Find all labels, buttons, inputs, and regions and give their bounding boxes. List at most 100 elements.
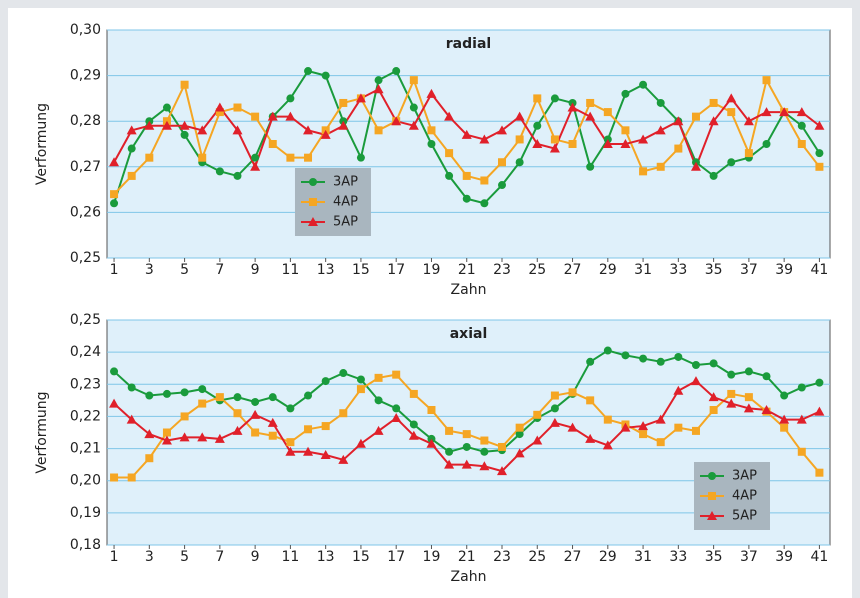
- marker: [497, 466, 508, 476]
- marker: [779, 414, 790, 424]
- marker: [445, 149, 454, 158]
- marker: [445, 426, 454, 435]
- x-tick-label: 27: [564, 262, 582, 278]
- marker: [180, 130, 189, 139]
- marker: [408, 120, 419, 130]
- marker: [110, 190, 119, 199]
- marker: [744, 367, 753, 376]
- marker: [708, 116, 719, 126]
- y-axis-label: Verformung: [34, 103, 50, 185]
- marker: [796, 107, 807, 117]
- x-tick-label: 9: [251, 262, 260, 278]
- marker: [761, 107, 772, 117]
- marker: [409, 103, 418, 112]
- chart-title: radial: [446, 36, 491, 52]
- x-tick-label: 15: [352, 549, 370, 565]
- x-tick-label: 35: [705, 262, 723, 278]
- marker: [215, 393, 224, 402]
- marker: [110, 199, 119, 208]
- marker: [620, 422, 631, 432]
- marker: [110, 473, 119, 482]
- marker: [638, 134, 649, 144]
- marker: [515, 158, 524, 167]
- y-tick-label: 0,25: [70, 250, 101, 266]
- x-tick-label: 7: [215, 262, 224, 278]
- x-tick-label: 37: [740, 262, 758, 278]
- marker: [709, 359, 718, 368]
- marker: [161, 435, 172, 445]
- marker: [391, 116, 402, 126]
- marker: [603, 108, 612, 117]
- marker: [549, 417, 560, 427]
- chart-title: axial: [450, 326, 488, 342]
- plot-area: [106, 29, 831, 259]
- marker: [303, 125, 314, 135]
- legend-label: 4AP: [732, 489, 757, 504]
- marker: [462, 194, 471, 203]
- marker: [286, 94, 295, 103]
- marker: [708, 492, 716, 500]
- marker: [639, 167, 648, 176]
- marker: [621, 126, 630, 135]
- x-tick-label: 25: [528, 262, 546, 278]
- marker: [743, 116, 754, 126]
- marker: [109, 398, 120, 408]
- marker: [549, 143, 560, 153]
- marker: [674, 352, 683, 361]
- marker: [727, 389, 736, 398]
- marker: [550, 94, 559, 103]
- marker: [127, 144, 136, 153]
- marker: [744, 149, 753, 158]
- marker: [321, 377, 330, 386]
- marker: [304, 425, 313, 434]
- marker: [568, 388, 577, 397]
- marker: [180, 412, 189, 421]
- marker: [497, 125, 508, 135]
- x-tick-label: 29: [599, 549, 617, 565]
- y-tick-label: 0,28: [70, 113, 101, 129]
- marker: [250, 409, 261, 419]
- marker: [655, 414, 666, 424]
- marker: [514, 111, 525, 121]
- x-tick-label: 7: [215, 549, 224, 565]
- x-tick-label: 11: [281, 262, 299, 278]
- marker: [374, 76, 383, 85]
- marker: [656, 438, 665, 447]
- y-tick-label: 0,24: [70, 344, 101, 360]
- x-axis-label: Zahn: [451, 282, 487, 298]
- y-tick-label: 0,19: [70, 505, 101, 521]
- marker: [743, 403, 754, 413]
- marker: [639, 80, 648, 89]
- marker: [462, 442, 471, 451]
- marker: [339, 369, 348, 378]
- x-tick-label: 13: [317, 549, 335, 565]
- y-tick-label: 0,27: [70, 159, 101, 175]
- marker: [356, 385, 365, 394]
- marker: [198, 153, 207, 162]
- marker: [479, 461, 490, 471]
- marker: [480, 199, 489, 208]
- marker: [726, 398, 737, 408]
- marker: [320, 450, 331, 459]
- marker: [285, 446, 296, 456]
- marker: [251, 397, 260, 406]
- marker: [674, 144, 683, 153]
- marker: [267, 417, 278, 427]
- marker: [498, 158, 507, 167]
- marker: [762, 140, 771, 148]
- marker: [639, 354, 648, 363]
- marker: [690, 376, 701, 386]
- marker: [691, 112, 700, 121]
- legend-label: 3AP: [333, 175, 358, 190]
- marker: [356, 375, 365, 384]
- marker: [408, 430, 419, 440]
- marker: [409, 389, 418, 398]
- x-tick-label: 25: [528, 549, 546, 565]
- x-tick-label: 17: [387, 549, 405, 565]
- y-tick-label: 0,23: [70, 376, 101, 392]
- marker: [391, 413, 402, 423]
- x-tick-label: 23: [493, 262, 511, 278]
- marker: [602, 139, 613, 148]
- marker: [214, 102, 225, 112]
